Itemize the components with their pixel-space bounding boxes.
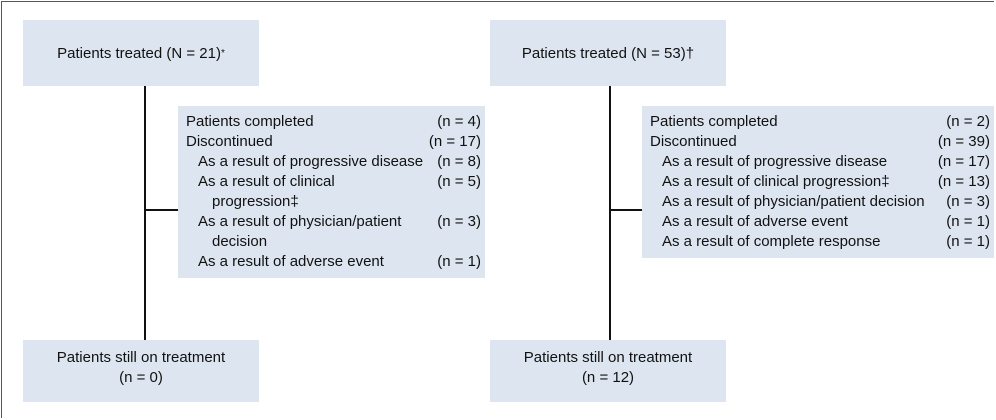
reason-label: As a result of complete response — [662, 233, 881, 250]
completed-label: Patients completed — [650, 113, 778, 130]
reason-label: As a result of clinical progression‡ — [198, 173, 335, 210]
discontinued-count: (n = 17) — [428, 133, 481, 150]
top-box: Patients treated (N = 53)† — [490, 20, 726, 86]
bottom-label: Patients still on treatment — [56, 349, 226, 366]
reason-label: As a result of adverse event — [198, 253, 384, 270]
top-note: * — [220, 47, 225, 59]
reason-count: (n = 1) — [946, 233, 990, 250]
top-label: Patients treated (N = 21) — [57, 44, 221, 62]
discontinued-label: Discontinued — [650, 133, 737, 150]
bottom-label: Patients still on treatment — [523, 349, 693, 366]
completed-count: (n = 4) — [437, 113, 481, 130]
details-box: Patients completed (n = 2) Discontinued (n … — [642, 106, 994, 258]
bottom-box: Patients still on treatment (n = 12) — [490, 340, 726, 402]
reason-count: (n = 1) — [946, 213, 990, 230]
completed-count: (n = 2) — [946, 113, 990, 130]
reason-label: As a result of progressive disease — [662, 153, 888, 170]
completed-label: Patients completed — [186, 113, 314, 130]
reason-count: (n = 17) — [937, 153, 990, 170]
reason-count: (n = 3) — [946, 193, 990, 210]
discontinued-count: (n = 39) — [937, 133, 990, 150]
reason-count: (n = 8) — [437, 153, 481, 170]
reason-label: As a result of clinical progression‡ — [662, 173, 890, 190]
bottom-count: (n = 12) — [581, 369, 635, 386]
reason-label: As a result of adverse event — [662, 213, 848, 230]
reason-count: (n = 1) — [437, 253, 481, 270]
top-box: Patients treated (N = 21) * — [23, 20, 259, 86]
bottom-box: Patients still on treatment (n = 0) — [23, 340, 259, 402]
top-label: Patients treated (N = 53)† — [521, 44, 695, 62]
discontinued-label: Discontinued — [186, 133, 273, 150]
reason-count: (n = 5) — [437, 173, 481, 190]
reason-count: (n = 13) — [937, 173, 990, 190]
reason-label: As a result of physician/patient decisio… — [662, 193, 925, 210]
reason-label: As a result of progressive disease — [198, 153, 424, 170]
bottom-count: (n = 0) — [119, 369, 163, 386]
details-box: Patients completed (n = 4) Discontinued (n … — [178, 106, 485, 278]
reason-label: As a result of physician/patient decisio… — [198, 213, 402, 250]
reason-count: (n = 3) — [437, 213, 481, 230]
